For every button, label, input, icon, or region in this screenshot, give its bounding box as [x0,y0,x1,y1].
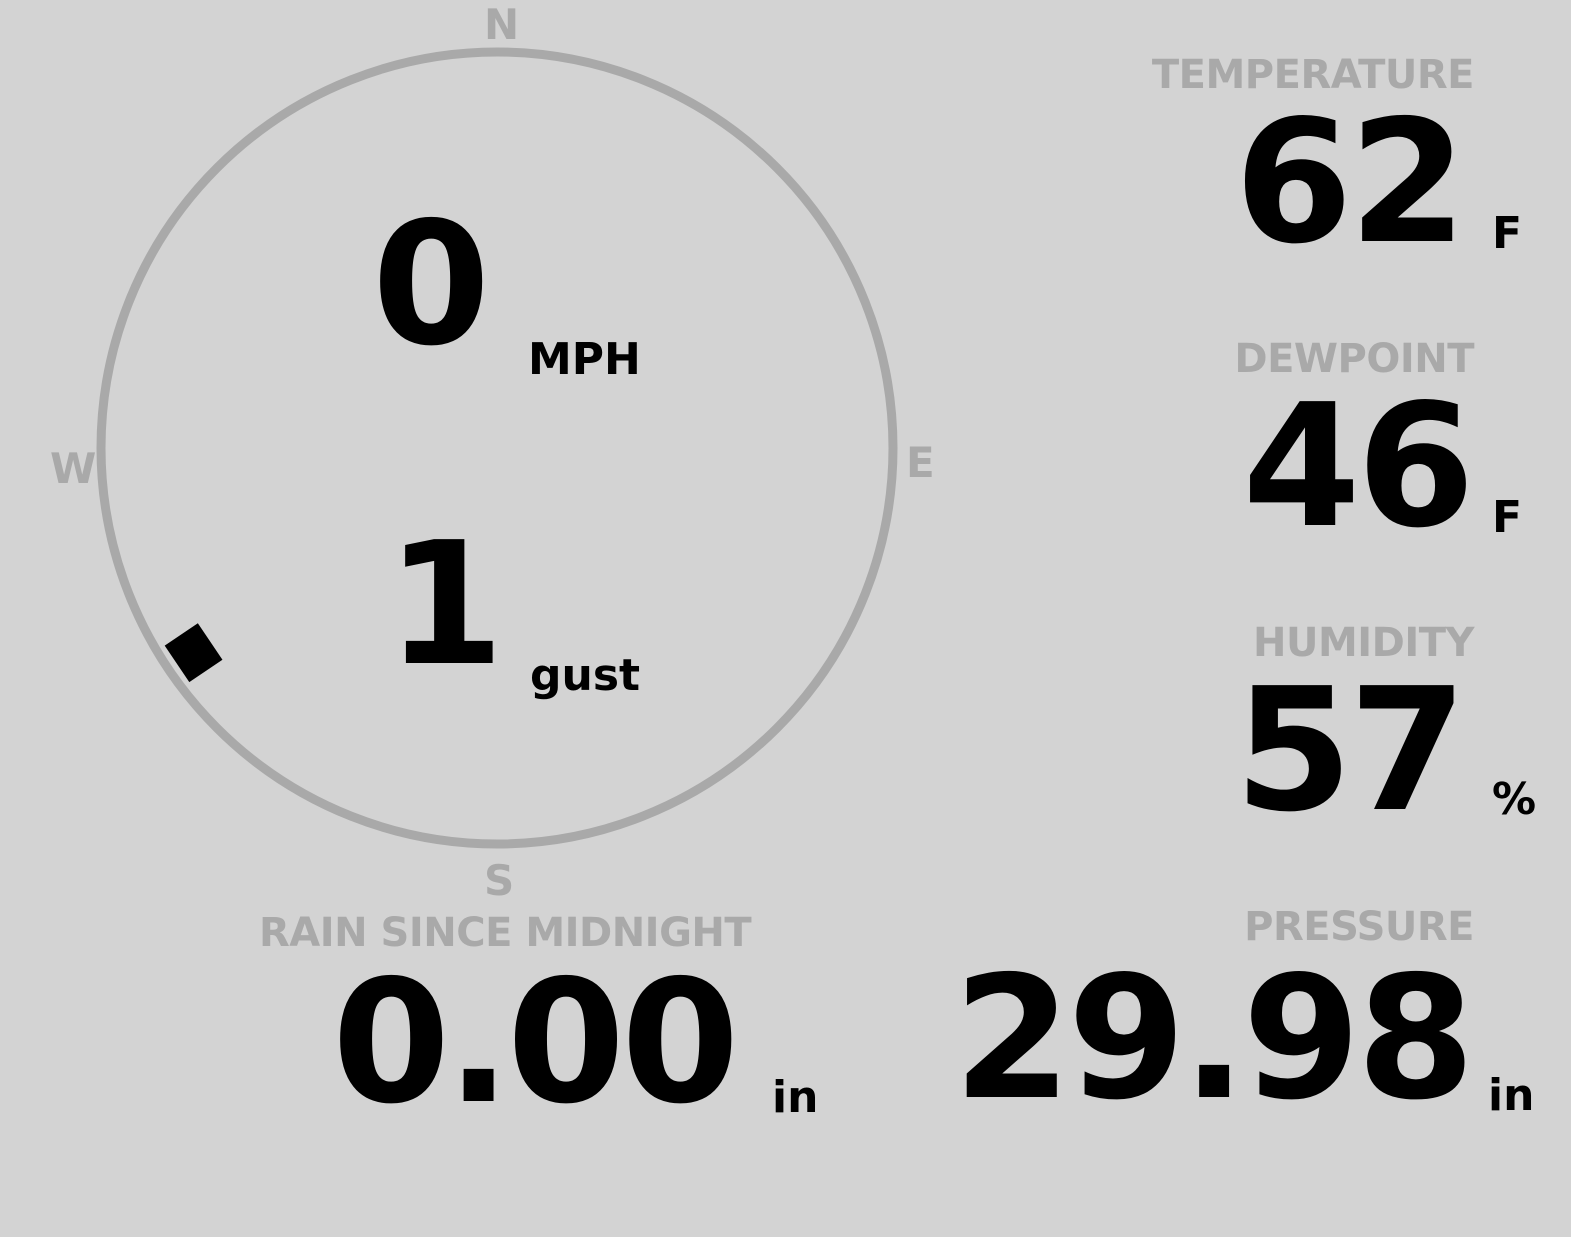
pressure-unit: in [1488,1070,1535,1121]
rain-label: RAIN SINCE MIDNIGHT [259,910,752,956]
compass-ring [96,47,898,849]
wind-gust-unit: gust [530,650,641,701]
temperature-label: TEMPERATURE [1151,52,1475,98]
rain-unit: in [772,1072,819,1123]
dewpoint-unit: F [1492,492,1523,543]
humidity-label: HUMIDITY [1253,620,1474,666]
humidity-value: 57 [1234,652,1467,850]
compass-north: N [484,0,520,49]
wind-speed-value: 0 [372,186,490,384]
wind-direction-marker [164,623,223,683]
wind-speed-unit: MPH [528,334,641,385]
rain-value: 0.00 [332,944,739,1142]
compass-east: E [906,438,935,487]
pressure-label: PRESSURE [1244,904,1474,950]
temperature-unit: F [1492,208,1523,259]
temperature-value: 62 [1234,84,1467,282]
humidity-unit: % [1492,774,1537,825]
compass-south: S [484,856,515,905]
compass-west: W [50,444,97,493]
pressure-value: 29.98 [953,940,1475,1138]
dewpoint-value: 46 [1242,368,1475,566]
dewpoint-label: DEWPOINT [1234,336,1474,382]
wind-gust-value: 1 [386,506,504,704]
